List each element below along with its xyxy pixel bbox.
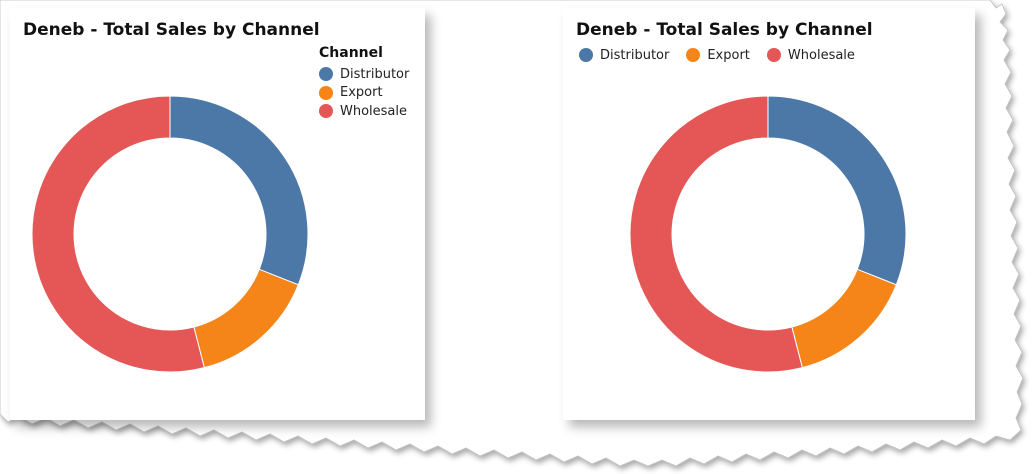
legend-swatch <box>319 67 333 82</box>
legend-item-distributor[interactable]: Distributor <box>319 65 409 84</box>
legend-swatch <box>766 48 781 63</box>
legend-label: Distributor <box>340 66 410 82</box>
legend-swatch <box>319 85 333 100</box>
donut-chart <box>31 95 309 373</box>
legend-title: Channel <box>319 45 383 61</box>
chart-title: Deneb - Total Sales by Channel <box>576 20 873 40</box>
donut-slice-distributor[interactable] <box>169 95 309 286</box>
donut-slice-distributor[interactable] <box>767 95 907 286</box>
legend-label: Wholesale <box>340 103 408 119</box>
donut-slice-wholesale[interactable] <box>629 95 803 373</box>
legend-item-wholesale[interactable]: Wholesale <box>319 102 409 121</box>
donut-slice-export[interactable] <box>193 268 299 369</box>
legend-swatch <box>686 48 701 63</box>
legend-item-export[interactable]: Export <box>686 46 750 65</box>
chart-title: Deneb - Total Sales by Channel <box>23 20 320 40</box>
legend-label: Wholesale <box>787 47 855 63</box>
donut-chart <box>629 95 907 373</box>
legend-swatch <box>579 48 593 63</box>
legend-swatch <box>319 104 333 119</box>
legend-label: Export <box>707 47 750 63</box>
donut-slice-export[interactable] <box>791 268 897 369</box>
legend-label: Distributor <box>600 47 670 63</box>
legend-item-distributor[interactable]: Distributor <box>579 46 669 65</box>
donut-slice-wholesale[interactable] <box>31 95 205 373</box>
legend-item-export[interactable]: Export <box>319 84 409 103</box>
legend-item-wholesale[interactable]: Wholesale <box>766 46 855 65</box>
legend-label: Export <box>340 85 383 101</box>
chart-card-vertical-legend: Deneb - Total Sales by Channel Channel D… <box>10 8 425 420</box>
legend: Distributor Export Wholesale <box>579 46 872 65</box>
chart-card-horizontal-legend: Deneb - Total Sales by Channel Distribut… <box>563 8 975 420</box>
legend: Channel Distributor Export Wholesale <box>319 45 409 121</box>
